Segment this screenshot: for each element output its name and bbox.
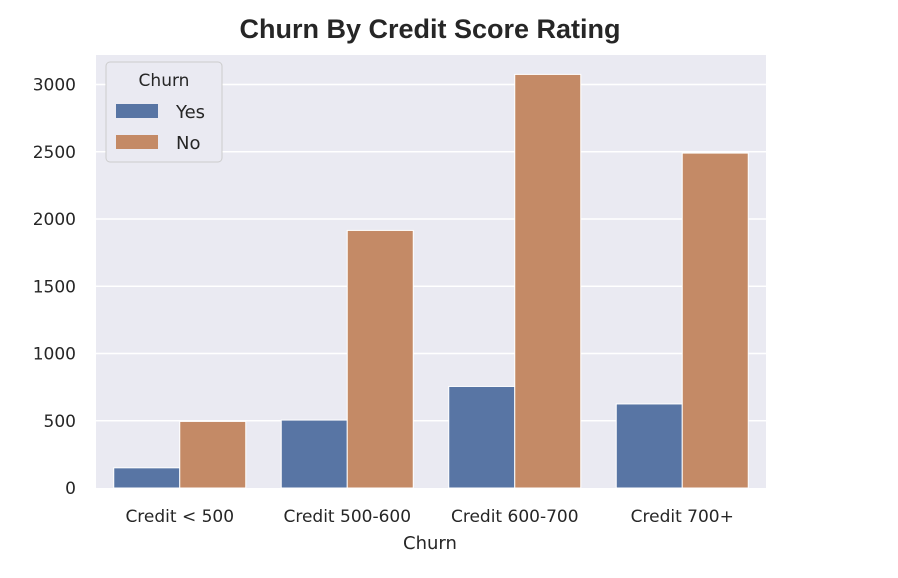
y-tick-label: 0 (65, 479, 76, 499)
bar-no-2 (514, 73, 582, 489)
bar-no-1 (346, 229, 414, 489)
y-tick-label: 1000 (33, 345, 76, 365)
x-tick-labels: Credit < 500 Credit 500-600 Credit 600-700… (125, 507, 733, 527)
x-tick-label: Credit 600-700 (451, 507, 579, 527)
y-tick-label: 2500 (33, 143, 76, 163)
y-tick-label: 1500 (33, 277, 76, 297)
bar-yes-1 (280, 419, 348, 489)
legend-swatch-no (116, 135, 158, 149)
chart-title: Churn By Credit Score Rating (239, 14, 620, 44)
legend: Churn Yes No (105, 61, 223, 163)
y-tick-label: 500 (44, 412, 76, 432)
legend-label-yes: Yes (175, 102, 205, 123)
y-tick-labels: 0 500 1000 1500 2000 2500 3000 (33, 76, 76, 500)
bar-no-3 (681, 152, 749, 489)
x-tick-label: Credit < 500 (125, 507, 234, 527)
bar-yes-0 (113, 467, 181, 489)
x-tick-label: Credit 700+ (631, 507, 734, 527)
gridlines (96, 83, 766, 422)
x-tick-label: Credit 500-600 (283, 507, 411, 527)
y-tick-label: 2000 (33, 210, 76, 230)
legend-title: Churn (139, 71, 190, 91)
bar-yes-3 (615, 403, 683, 489)
legend-label-no: No (176, 133, 200, 154)
bars (113, 73, 749, 489)
bar-no-0 (179, 420, 247, 489)
x-axis-label: Churn (403, 533, 457, 554)
bar-yes-2 (448, 385, 516, 489)
y-tick-label: 3000 (33, 76, 76, 96)
legend-swatch-yes (116, 104, 158, 118)
